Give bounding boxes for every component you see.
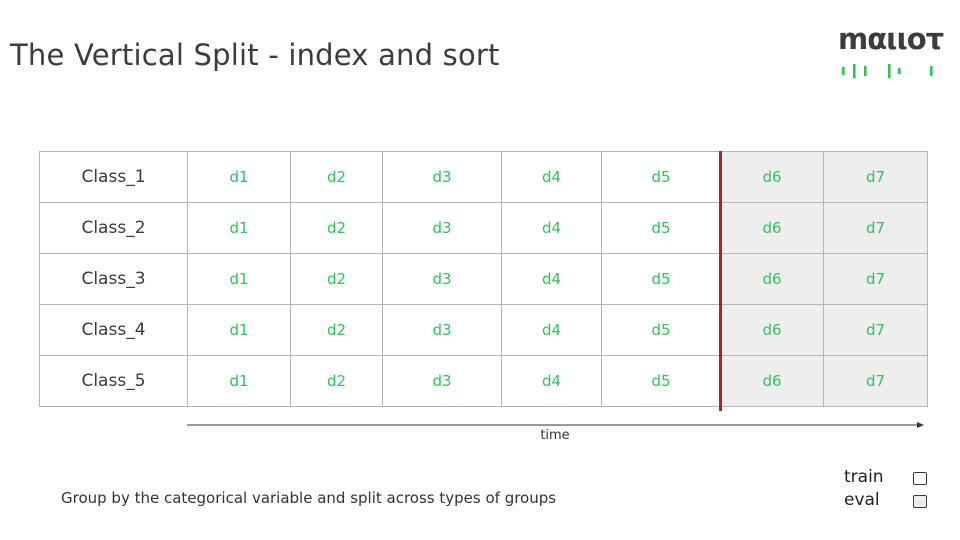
train-day-cell: d1 [187, 355, 291, 407]
table-row: Class_3 d1 d2 d3 d4 d5 d6 d7 [39, 253, 928, 305]
train-day-cell: d2 [290, 151, 383, 203]
logo-bars-icon [842, 64, 933, 78]
train-day-cell: d1 [187, 253, 291, 305]
legend-label-train: train [844, 467, 884, 487]
eval-day-cell: d7 [823, 355, 928, 407]
legend-swatch-eval [913, 495, 927, 508]
eval-day-cell: d7 [823, 304, 928, 356]
train-day-cell: d5 [601, 151, 721, 203]
train-day-cell: d3 [382, 253, 502, 305]
train-day-cell: d2 [290, 253, 383, 305]
row-label: Class_4 [39, 304, 188, 356]
table-row: Class_4 d1 d2 d3 d4 d5 d6 d7 [39, 304, 928, 356]
eval-day-cell: d6 [720, 355, 824, 407]
train-day-cell: d5 [601, 355, 721, 407]
train-day-cell: d2 [290, 355, 383, 407]
train-day-cell: d4 [501, 202, 602, 254]
train-day-cell: d4 [501, 355, 602, 407]
train-day-cell: d3 [382, 202, 502, 254]
eval-day-cell: d6 [720, 253, 824, 305]
row-label: Class_3 [39, 253, 188, 305]
row-label: Class_1 [39, 151, 188, 203]
train-day-cell: d1 [187, 202, 291, 254]
train-day-cell: d1 [187, 151, 291, 203]
class-day-table: Class_1 d1 d2 d3 d4 d5 d6 d7 Class_2 d1 d2 d3 d4 d5 d6… [39, 151, 928, 407]
train-day-cell: d1 [187, 304, 291, 356]
train-day-cell: d4 [501, 304, 602, 356]
train-day-cell: d5 [601, 253, 721, 305]
slide-title: The Vertical Split - index and sort [10, 38, 500, 72]
train-day-cell: d2 [290, 202, 383, 254]
train-day-cell: d5 [601, 304, 721, 356]
train-day-cell: d3 [382, 151, 502, 203]
time-axis-arrow-icon [187, 422, 924, 428]
row-label: Class_5 [39, 355, 188, 407]
train-eval-split-line [719, 151, 722, 411]
slide-caption: Group by the categorical variable and sp… [61, 489, 557, 507]
legend-item-eval: eval [844, 490, 934, 513]
eval-day-cell: d7 [823, 202, 928, 254]
eval-day-cell: d6 [720, 202, 824, 254]
train-day-cell: d5 [601, 202, 721, 254]
legend: train eval [844, 467, 934, 513]
eval-day-cell: d7 [823, 253, 928, 305]
train-day-cell: d4 [501, 253, 602, 305]
table-row: Class_1 d1 d2 d3 d4 d5 d6 d7 [39, 151, 928, 203]
logo-wordmark: mαιιοτ [838, 22, 944, 56]
table-row: Class_2 d1 d2 d3 d4 d5 d6 d7 [39, 202, 928, 254]
train-day-cell: d3 [382, 304, 502, 356]
legend-swatch-train [913, 472, 927, 485]
train-day-cell: d2 [290, 304, 383, 356]
train-day-cell: d4 [501, 151, 602, 203]
legend-label-eval: eval [844, 490, 880, 510]
train-day-cell: d3 [382, 355, 502, 407]
table-row: Class_5 d1 d2 d3 d4 d5 d6 d7 [39, 355, 928, 407]
eval-day-cell: d6 [720, 151, 824, 203]
brand-logo: mαιιοτ [838, 22, 944, 84]
eval-day-cell: d6 [720, 304, 824, 356]
eval-day-cell: d7 [823, 151, 928, 203]
time-axis-label: time [540, 428, 570, 443]
legend-item-train: train [844, 467, 934, 490]
row-label: Class_2 [39, 202, 188, 254]
